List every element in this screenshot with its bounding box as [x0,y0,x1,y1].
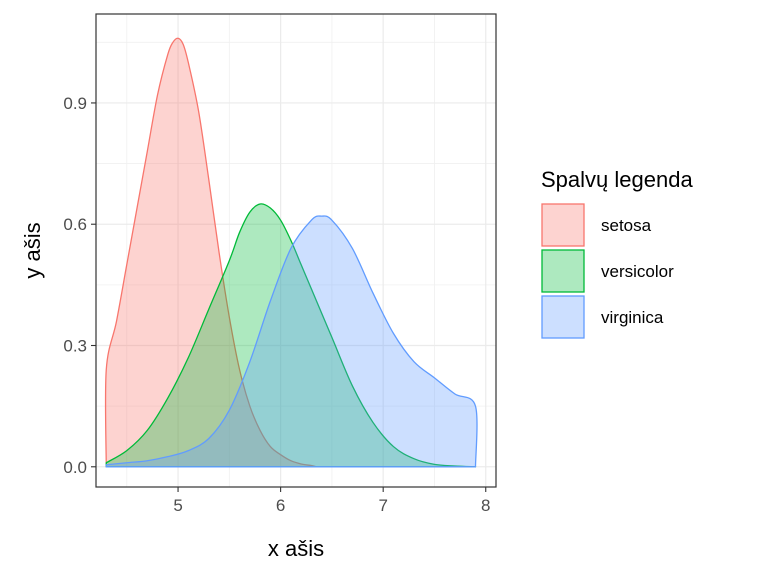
axes: 5 6 7 8 0.0 0.3 0.6 0.9 [63,94,490,515]
y-tick-label: 0.3 [63,337,87,356]
density-areas [104,37,478,468]
panel-border [95,13,497,488]
legend-items: setosa versicolor virginica [541,203,674,339]
legend-label-virginica: virginica [601,308,664,327]
y-tick-label: 0.0 [63,458,87,477]
legend: Spalvų legenda setosa versicolor virginica [541,167,693,339]
y-tick-label: 0.6 [63,215,87,234]
x-tick-label: 7 [378,496,387,515]
legend-label-versicolor: versicolor [601,262,674,281]
x-tick-label: 8 [481,496,490,515]
legend-key-virginica [541,295,585,339]
y-tick-label: 0.9 [63,94,87,113]
legend-title: Spalvų legenda [541,167,693,192]
legend-label-setosa: setosa [601,216,652,235]
y-axis-title: y ašis [20,222,45,278]
x-axis-title: x ašis [268,536,324,561]
legend-key-setosa [541,203,585,247]
density-area-setosa [104,37,318,468]
x-tick-label: 5 [173,496,182,515]
legend-key-versicolor [541,249,585,293]
density-area-versicolor [105,203,477,468]
x-tick-label: 6 [276,496,285,515]
density-area-virginica [105,215,478,468]
